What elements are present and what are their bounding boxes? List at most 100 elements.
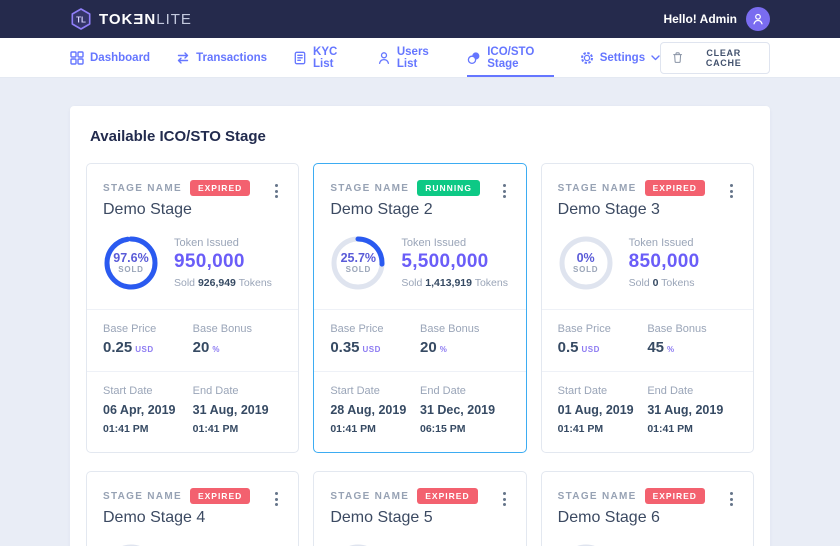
percent-sold-value: 97.6%	[113, 250, 149, 265]
kebab-menu-icon[interactable]	[497, 488, 512, 510]
stages-grid: STAGE NAME EXPIRED Demo Stage 97.6% SOLD…	[86, 163, 754, 546]
nav-users-list[interactable]: Users List	[377, 38, 441, 77]
token-issued-label: Token Issued	[628, 237, 694, 250]
page-title: Available ICO/STO Stage	[90, 128, 266, 145]
start-date-value: 01 Aug, 2019 01:41 PM	[557, 403, 634, 436]
sold-caption: SOLD	[345, 265, 372, 275]
top-header: TL TOKƎNLITE Hello! Admin	[0, 0, 840, 38]
nav-transactions[interactable]: Transactions	[176, 38, 267, 77]
ico-sto-icon	[467, 51, 480, 64]
base-price-value: 0.25 USD	[103, 339, 154, 356]
stage-name-label: STAGE NAME	[557, 490, 637, 502]
base-bonus-label: Base Bonus	[647, 323, 707, 335]
chevron-down-icon	[651, 54, 660, 60]
stage-title: Demo Stage	[103, 201, 192, 218]
main-navbar: Dashboard Transactions KYC List	[0, 38, 840, 78]
kyc-list-icon	[294, 51, 306, 64]
brand-hexagon-icon: TL	[71, 8, 91, 30]
stage-name-label: STAGE NAME	[103, 182, 182, 194]
start-date-label: Start Date	[330, 385, 380, 397]
base-price-value: 0.5 USD	[557, 339, 600, 356]
stage-card: STAGE NAME EXPIRED Demo Stage 4 0% SOLD …	[86, 471, 300, 546]
base-bonus-value: 20%	[192, 339, 220, 356]
token-issued-value: 5,500,000	[401, 251, 489, 273]
dashboard-icon	[70, 50, 84, 65]
stage-card: STAGE NAME RUNNING Demo Stage 2 25.7% SO…	[313, 163, 527, 454]
end-date-value: 31 Aug, 2019 01:41 PM	[192, 403, 269, 436]
status-badge: RUNNING	[417, 180, 480, 196]
kebab-menu-icon[interactable]	[724, 488, 739, 510]
base-price-label: Base Price	[557, 323, 611, 335]
avatar[interactable]	[746, 7, 770, 31]
transactions-icon	[177, 51, 189, 64]
kebab-menu-icon[interactable]	[497, 180, 512, 202]
percent-sold-value: 0%	[576, 250, 595, 265]
sold-donut-chart: 0% SOLD	[558, 235, 614, 291]
app-logo[interactable]: TL TOKƎNLITE	[70, 8, 192, 30]
stage-card: STAGE NAME EXPIRED Demo Stage 97.6% SOLD…	[86, 163, 300, 454]
stage-title: Demo Stage 3	[557, 201, 660, 218]
sold-donut-chart: 97.6% SOLD	[103, 235, 159, 291]
stages-panel: Available ICO/STO Stage STAGE NAME EXPIR…	[70, 106, 770, 546]
sold-tokens-line: Sold 0 Tokens	[628, 276, 695, 289]
end-date-label: End Date	[647, 385, 694, 397]
base-bonus-value: 45%	[647, 339, 675, 356]
greeting-text: Hello! Admin	[663, 12, 737, 26]
brand-text: TOKƎNLITE	[99, 10, 192, 28]
status-badge: EXPIRED	[644, 488, 705, 505]
stage-card: STAGE NAME EXPIRED Demo Stage 6 0% SOLD …	[540, 471, 754, 546]
status-badge: EXPIRED	[189, 180, 251, 196]
sold-caption: SOLD	[572, 265, 599, 275]
token-issued-value: 850,000	[628, 251, 700, 273]
users-list-icon	[378, 51, 389, 64]
kebab-menu-icon[interactable]	[269, 488, 284, 510]
sold-tokens-line: Sold 1,413,919 Tokens	[401, 276, 508, 289]
end-date-value: 31 Dec, 2019 06:15 PM	[420, 403, 496, 436]
nav-ico-sto-stage[interactable]: ICO/STO Stage	[467, 38, 554, 77]
user-icon	[753, 13, 763, 25]
stage-card: STAGE NAME EXPIRED Demo Stage 5 0% SOLD …	[313, 471, 527, 546]
end-date-label: End Date	[420, 385, 466, 397]
kebab-menu-icon[interactable]	[269, 180, 284, 202]
stage-name-label: STAGE NAME	[330, 182, 410, 194]
stage-title: Demo Stage 5	[330, 509, 433, 527]
stage-name-label: STAGE NAME	[103, 490, 182, 502]
stage-card: STAGE NAME EXPIRED Demo Stage 3 0% SOLD …	[540, 163, 754, 454]
nav-kyc-list[interactable]: KYC List	[293, 38, 351, 77]
stage-title: Demo Stage 2	[330, 201, 433, 218]
stage-name-label: STAGE NAME	[330, 490, 410, 502]
sold-tokens-line: Sold 926,949 Tokens	[174, 276, 272, 289]
stage-name-label: STAGE NAME	[557, 182, 637, 194]
svg-text:TL: TL	[76, 16, 86, 25]
start-date-label: Start Date	[557, 385, 608, 397]
sold-caption: SOLD	[118, 265, 144, 275]
base-bonus-value: 20%	[420, 339, 448, 356]
base-bonus-label: Base Bonus	[420, 323, 480, 335]
token-issued-label: Token Issued	[401, 237, 467, 250]
trash-icon	[673, 52, 683, 63]
status-badge: EXPIRED	[644, 180, 705, 196]
base-price-label: Base Price	[330, 323, 384, 335]
start-date-label: Start Date	[103, 385, 153, 397]
nav-dashboard[interactable]: Dashboard	[70, 38, 150, 77]
gear-icon	[580, 51, 593, 64]
stage-title: Demo Stage 4	[103, 509, 206, 527]
status-badge: EXPIRED	[417, 488, 478, 505]
base-price-value: 0.35 USD	[330, 339, 381, 356]
end-date-value: 31 Aug, 2019 01:41 PM	[647, 403, 724, 436]
nav-settings[interactable]: Settings	[580, 38, 660, 77]
start-date-value: 06 Apr, 2019 01:41 PM	[103, 403, 176, 436]
token-issued-value: 950,000	[174, 251, 245, 273]
base-bonus-label: Base Bonus	[192, 323, 252, 335]
clear-cache-button[interactable]: CLEAR CACHE	[660, 41, 770, 74]
token-issued-label: Token Issued	[174, 237, 239, 250]
start-date-value: 28 Aug, 2019 01:41 PM	[330, 403, 407, 436]
end-date-label: End Date	[192, 385, 239, 397]
status-badge: EXPIRED	[189, 488, 251, 505]
base-price-label: Base Price	[103, 323, 157, 335]
stage-title: Demo Stage 6	[557, 509, 660, 527]
sold-donut-chart: 25.7% SOLD	[330, 235, 386, 291]
kebab-menu-icon[interactable]	[724, 180, 739, 202]
main-content: Available ICO/STO Stage STAGE NAME EXPIR…	[0, 78, 840, 546]
percent-sold-value: 25.7%	[340, 250, 377, 265]
